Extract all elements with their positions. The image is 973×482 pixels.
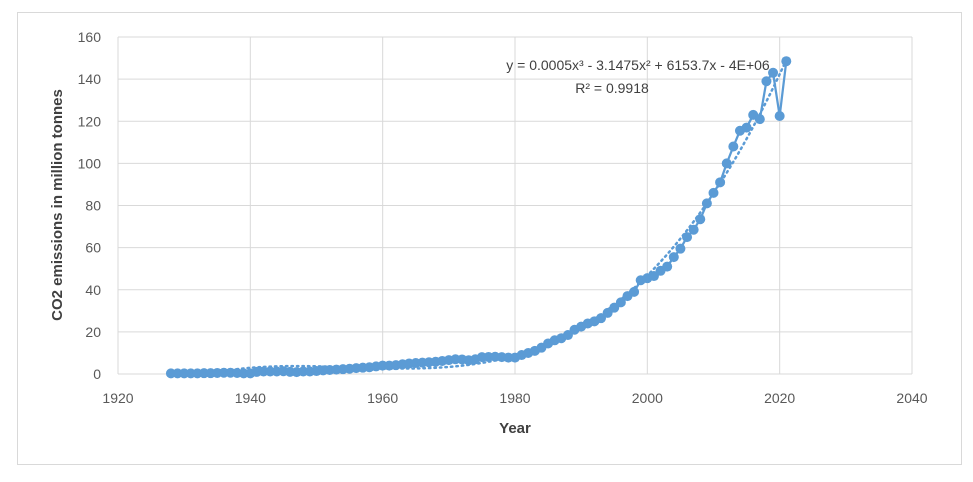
y-tick-label: 60 bbox=[85, 240, 101, 256]
trendline-layer bbox=[169, 58, 788, 376]
y-tick-label: 20 bbox=[85, 324, 101, 340]
data-point bbox=[675, 243, 686, 254]
data-point bbox=[662, 261, 673, 272]
x-tick-label: 2020 bbox=[764, 390, 795, 406]
series-layer bbox=[165, 56, 792, 379]
data-point bbox=[754, 114, 765, 125]
data-point bbox=[741, 122, 752, 133]
y-tick-label: 0 bbox=[93, 366, 101, 382]
data-point bbox=[761, 76, 772, 87]
x-tick-label: 1940 bbox=[235, 390, 266, 406]
data-point bbox=[728, 141, 739, 152]
data-point bbox=[715, 177, 726, 188]
x-axis-tick-labels: 1920 1940 1960 1980 2000 2020 2040 bbox=[102, 390, 927, 406]
r-squared-label: R² = 0.9918 bbox=[575, 80, 649, 96]
data-point bbox=[629, 286, 640, 297]
y-axis-title: CO2 emissions in million tonnes bbox=[49, 89, 66, 321]
trendline bbox=[169, 58, 788, 376]
data-point bbox=[688, 224, 699, 235]
x-tick-label: 2000 bbox=[632, 390, 663, 406]
x-tick-label: 1980 bbox=[499, 390, 530, 406]
data-point bbox=[721, 158, 732, 169]
data-point bbox=[768, 67, 779, 78]
x-axis-title: Year bbox=[499, 420, 531, 437]
y-tick-label: 120 bbox=[78, 113, 102, 129]
y-tick-label: 40 bbox=[85, 282, 101, 298]
y-tick-label: 100 bbox=[78, 155, 102, 171]
y-axis-tick-labels: 0 20 40 60 80 100 120 140 160 bbox=[78, 29, 102, 382]
data-point bbox=[682, 232, 693, 243]
x-tick-label: 2040 bbox=[896, 390, 927, 406]
data-point bbox=[668, 252, 679, 263]
data-point bbox=[774, 110, 785, 121]
gridlines bbox=[117, 36, 913, 375]
y-tick-label: 160 bbox=[78, 29, 102, 45]
data-point bbox=[701, 198, 712, 209]
data-point bbox=[695, 214, 706, 225]
data-point bbox=[781, 56, 792, 67]
y-tick-label: 140 bbox=[78, 71, 102, 87]
chart-area bbox=[17, 12, 962, 465]
x-tick-label: 1920 bbox=[102, 390, 133, 406]
x-tick-label: 1960 bbox=[367, 390, 398, 406]
y-tick-label: 80 bbox=[85, 198, 101, 214]
data-point bbox=[615, 297, 626, 308]
series-line bbox=[170, 61, 788, 375]
trendline-equation: y = 0.0005x³ - 3.1475x² + 6153.7x - 4E+0… bbox=[506, 57, 770, 73]
data-point bbox=[708, 187, 719, 198]
